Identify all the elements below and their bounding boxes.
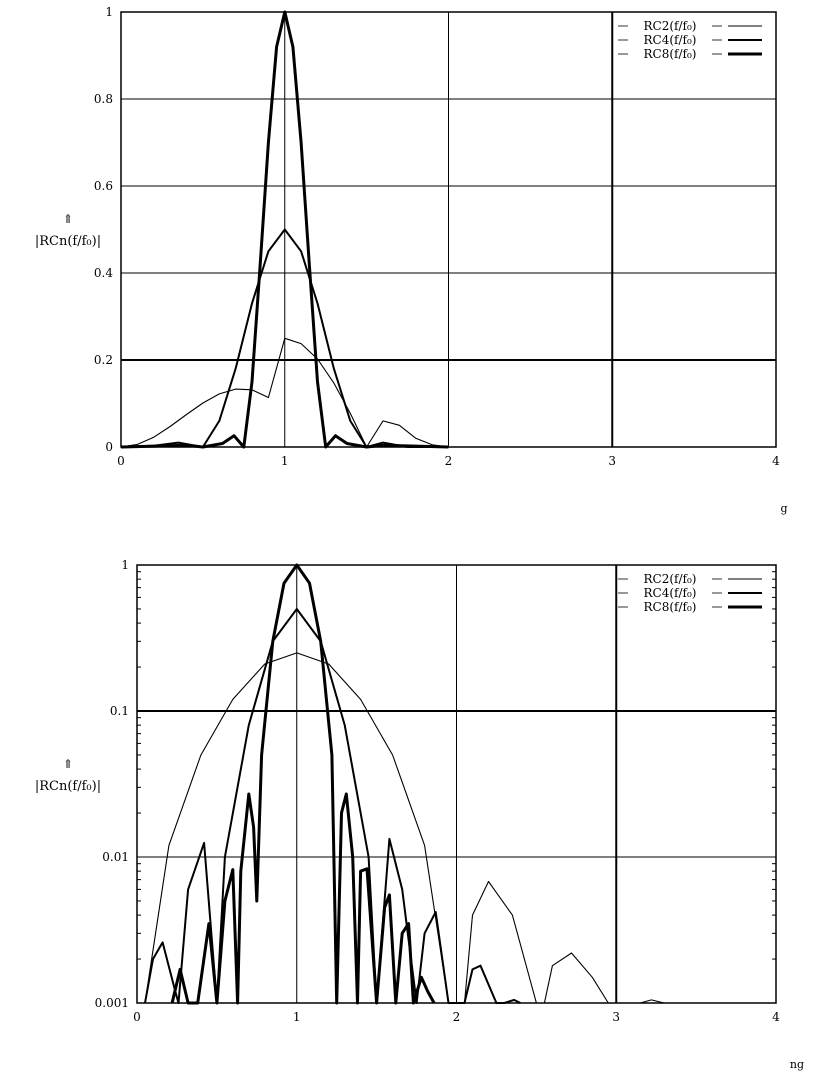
x-tick-label: 0	[117, 454, 125, 468]
y-tick-label: 0.8	[94, 92, 113, 106]
grid	[121, 12, 776, 447]
series-line-rc4	[144, 608, 521, 1004]
legend-label: RC8(f/f₀)	[644, 47, 697, 61]
y-tick-label: 0.4	[94, 266, 113, 280]
x-tick-label: 2	[445, 454, 453, 468]
series-line-rc8	[170, 563, 436, 1005]
series-line-rc8	[120, 10, 449, 449]
y-tick-label: 0.01	[102, 850, 129, 864]
x-tick-label: 1	[281, 454, 289, 468]
x-tick-label: 0	[133, 1010, 141, 1024]
y-axis-arrow: ⇑	[63, 757, 73, 771]
y-axis-label: |RCn(f/f₀)|	[35, 779, 101, 794]
x-tick-label: 1	[293, 1010, 301, 1024]
minor-ticks	[137, 571, 776, 960]
chart-linear: 0 1 2 3 4 0 0.2 0.4 0.6 0.8 1 ⇑ |RCn(f/f₀)| g RC2(f/f₀…	[35, 5, 788, 515]
legend: RC2(f/f₀)RC4(f/f₀)RC8(f/f₀)	[618, 572, 762, 614]
y-axis-arrow: ⇑	[63, 212, 73, 226]
x-axis-label: g	[780, 502, 787, 515]
x-tick-label: 3	[612, 1010, 620, 1024]
y-axis-label: |RCn(f/f₀)|	[35, 234, 101, 249]
series-line-rc2	[120, 337, 449, 448]
legend: RC2(f/f₀)RC4(f/f₀)RC8(f/f₀)	[618, 19, 762, 61]
y-tick-label: 0.001	[95, 996, 129, 1010]
y-tick-label: 0.2	[94, 353, 113, 367]
legend-label: RC4(f/f₀)	[644, 33, 697, 47]
chart-log: 0 1 2 3 4 0.001 0.01 0.1 1 ⇑ |RCn(f/f₀)| ng RC2(f/f₀…	[35, 558, 804, 1071]
legend-label: RC8(f/f₀)	[644, 600, 697, 614]
series-line-rc2	[144, 652, 665, 1004]
y-tick-label: 0.1	[110, 704, 129, 718]
y-tick-label: 1	[121, 558, 129, 572]
x-tick-label: 4	[772, 454, 780, 468]
grid	[137, 565, 776, 1003]
legend-label: RC2(f/f₀)	[644, 19, 697, 33]
y-tick-label: 0	[105, 440, 113, 454]
x-tick-label: 2	[453, 1010, 461, 1024]
legend-label: RC2(f/f₀)	[644, 572, 697, 586]
y-tick-label: 0.6	[94, 179, 113, 193]
x-axis-label: ng	[790, 1058, 804, 1071]
x-tick-label: 4	[772, 1010, 780, 1024]
y-tick-label: 1	[105, 5, 113, 19]
x-tick-label: 3	[608, 454, 616, 468]
legend-label: RC4(f/f₀)	[644, 586, 697, 600]
